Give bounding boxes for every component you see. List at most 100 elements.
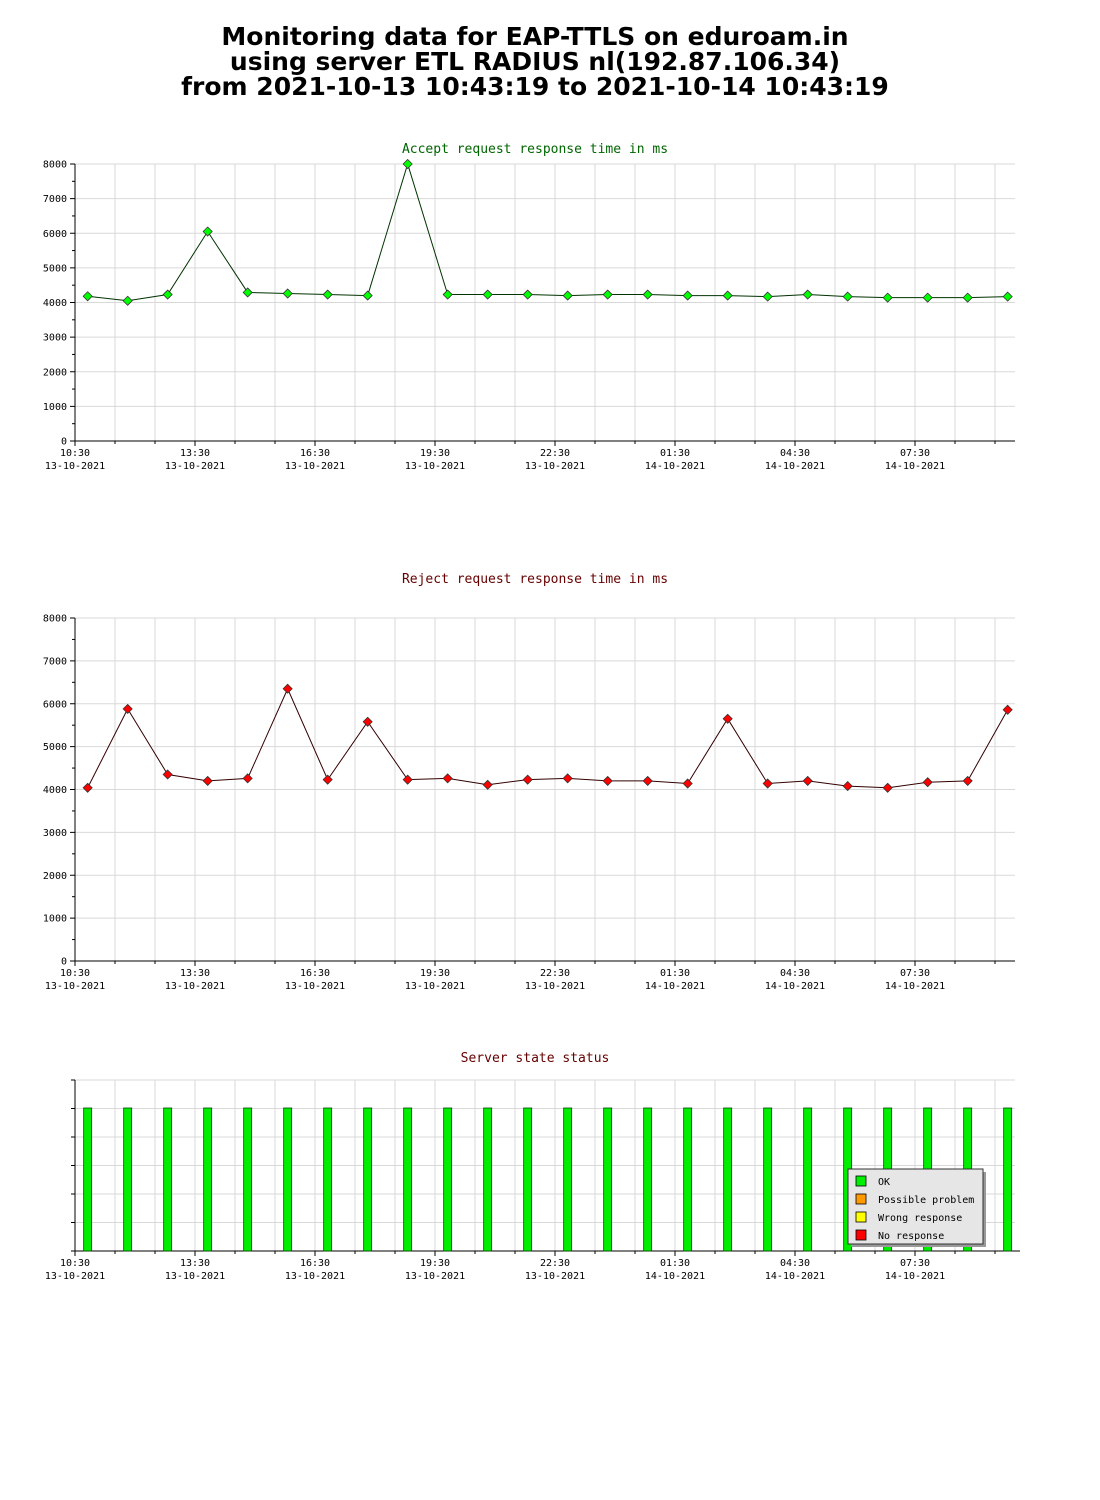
x-tick-date-label: 13-10-2021	[285, 461, 345, 472]
data-point	[202, 226, 213, 237]
data-point	[722, 290, 733, 301]
legend-swatch-ok	[855, 1175, 867, 1187]
status-bar	[283, 1107, 293, 1252]
data-point	[722, 713, 733, 724]
status-bar	[123, 1107, 133, 1252]
x-tick-time-label: 07:30	[900, 1258, 930, 1269]
x-tick-time-label: 16:30	[300, 968, 330, 979]
title-line-2: using server ETL RADIUS nl(192.87.106.34…	[229, 47, 841, 76]
x-tick-time-label: 01:30	[660, 448, 690, 459]
status-bar	[203, 1107, 213, 1252]
x-tick-date-label: 13-10-2021	[165, 461, 225, 472]
data-point	[962, 775, 973, 786]
x-tick-time-label: 19:30	[420, 1258, 450, 1269]
status-bar	[523, 1107, 533, 1252]
x-tick-time-label: 13:30	[180, 1258, 210, 1269]
x-tick-time-label: 10:30	[60, 448, 90, 459]
y-tick-label: 4000	[43, 785, 67, 796]
data-point	[762, 291, 773, 302]
data-point	[1002, 291, 1013, 302]
data-point	[442, 289, 453, 300]
data-point	[762, 778, 773, 789]
x-tick-time-label: 19:30	[420, 448, 450, 459]
x-tick-date-label: 14-10-2021	[645, 981, 705, 992]
x-tick-date-label: 14-10-2021	[765, 1271, 825, 1282]
data-point	[82, 782, 93, 793]
status-bar	[563, 1107, 573, 1252]
data-point	[642, 289, 653, 300]
x-tick-date-label: 13-10-2021	[45, 461, 105, 472]
data-point	[602, 775, 613, 786]
title-line-1: Monitoring data for EAP-TTLS on eduroam.…	[221, 22, 849, 51]
y-tick-label: 0	[61, 437, 67, 448]
data-point	[242, 773, 253, 784]
x-tick-date-label: 14-10-2021	[765, 461, 825, 472]
data-point	[282, 683, 293, 694]
y-tick-label: 5000	[43, 263, 67, 274]
data-point	[122, 295, 133, 306]
data-point	[202, 775, 213, 786]
x-tick-time-label: 07:30	[900, 968, 930, 979]
data-point	[842, 291, 853, 302]
x-tick-date-label: 14-10-2021	[885, 1271, 945, 1282]
x-tick-time-label: 16:30	[300, 448, 330, 459]
status-bar	[603, 1107, 613, 1252]
title-line-3: from 2021-10-13 10:43:19 to 2021-10-14 1…	[181, 72, 889, 101]
data-point	[162, 289, 173, 300]
y-tick-label: 6000	[43, 699, 67, 710]
x-tick-date-label: 14-10-2021	[645, 461, 705, 472]
x-tick-time-label: 04:30	[780, 1258, 810, 1269]
x-tick-date-label: 13-10-2021	[525, 1271, 585, 1282]
data-point	[922, 292, 933, 303]
status-bar	[403, 1107, 413, 1252]
data-point	[642, 775, 653, 786]
data-point	[442, 773, 453, 784]
x-tick-date-label: 13-10-2021	[525, 981, 585, 992]
data-point	[322, 774, 333, 785]
x-tick-time-label: 13:30	[180, 448, 210, 459]
data-point	[522, 289, 533, 300]
chart-title: Accept request response time in ms	[402, 142, 668, 157]
data-point	[242, 287, 253, 298]
y-tick-label: 1000	[43, 402, 67, 413]
page-title: Monitoring data for EAP-TTLS on eduroam.…	[0, 24, 1070, 99]
legend-swatch-no-response	[855, 1229, 867, 1241]
status-bar	[683, 1107, 693, 1252]
x-tick-time-label: 10:30	[60, 968, 90, 979]
status-bar	[483, 1107, 493, 1252]
status-bar	[83, 1107, 93, 1252]
legend-label: OK	[878, 1177, 890, 1188]
status-bar	[243, 1107, 253, 1252]
status-bar	[763, 1107, 773, 1252]
x-tick-time-label: 07:30	[900, 448, 930, 459]
status-bar	[1003, 1107, 1013, 1252]
x-tick-time-label: 10:30	[60, 1258, 90, 1269]
legend-box	[847, 1168, 984, 1245]
x-tick-date-label: 13-10-2021	[165, 981, 225, 992]
legend-label: No response	[878, 1231, 944, 1242]
x-tick-time-label: 01:30	[660, 1258, 690, 1269]
status-bar	[323, 1107, 333, 1252]
y-tick-label: 8000	[43, 614, 67, 625]
data-point	[1002, 704, 1013, 715]
data-point	[522, 774, 533, 785]
data-point	[682, 778, 693, 789]
data-point	[402, 158, 413, 170]
x-tick-time-label: 22:30	[540, 1258, 570, 1269]
x-tick-date-label: 14-10-2021	[885, 461, 945, 472]
y-tick-label: 2000	[43, 871, 67, 882]
x-tick-date-label: 13-10-2021	[285, 981, 345, 992]
status-bar	[163, 1107, 173, 1252]
data-point	[162, 769, 173, 780]
x-tick-time-label: 13:30	[180, 968, 210, 979]
data-point	[882, 782, 893, 793]
status-bar	[723, 1107, 733, 1252]
y-tick-label: 1000	[43, 914, 67, 925]
y-tick-label: 7000	[43, 194, 67, 205]
y-tick-label: 6000	[43, 229, 67, 240]
reject-response-chart: Reject request response time in ms 0 1000 2…	[43, 572, 1015, 992]
data-point	[482, 779, 493, 790]
legend-label: Possible problem	[878, 1195, 974, 1206]
data-point	[82, 291, 93, 302]
y-tick-label: 2000	[43, 367, 67, 378]
